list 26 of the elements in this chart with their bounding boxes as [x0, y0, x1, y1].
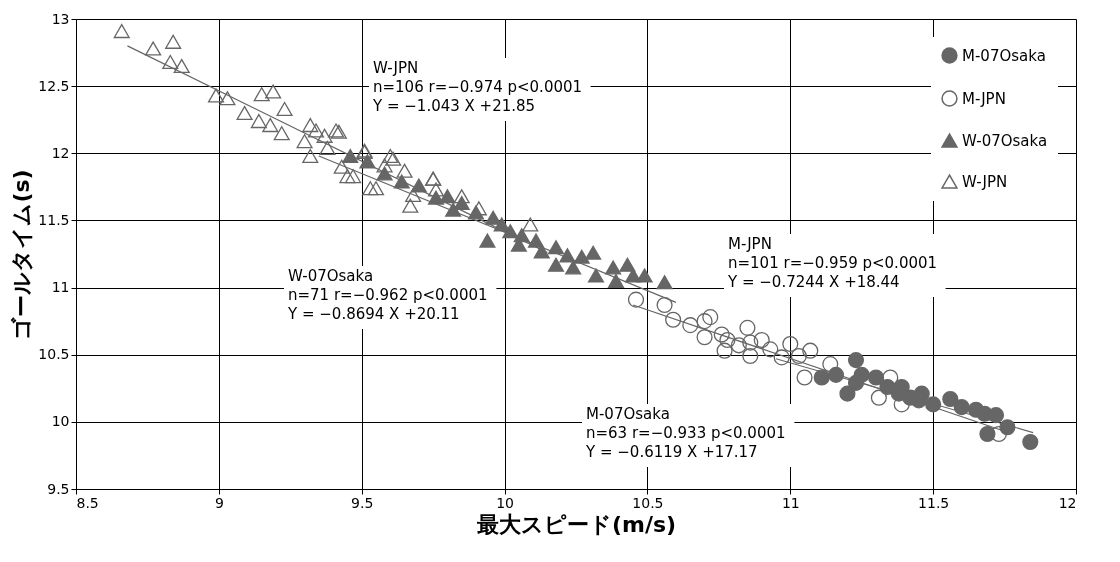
annotation: M-JPN n=101 r=−0.959 p<0.0001 Y = −0.7244 X +18.44	[727, 235, 938, 291]
legend-label: M-07Osaka	[962, 46, 1046, 65]
x-tick-label: 11	[781, 494, 800, 511]
x-tick-label: 11.5	[918, 494, 950, 511]
y-tick-label: 12	[51, 144, 70, 161]
y-tick-label: 12.5	[38, 77, 70, 94]
x-tick-label: 9	[214, 494, 224, 511]
y-tick-label: 9.5	[47, 480, 70, 497]
y-tick-label: 10.5	[38, 346, 70, 363]
y-axis-title: ゴールタイム(s)	[9, 169, 35, 340]
legend-label: M-JPN	[962, 89, 1006, 108]
x-tick-label: 9.5	[351, 494, 374, 511]
legend-label: W-07Osaka	[962, 131, 1048, 150]
y-tick-label: 11	[51, 279, 70, 296]
annotation: W-07Osaka n=71 r=−0.962 p<0.0001 Y = −0.8694 X +20.11	[287, 267, 488, 323]
x-axis-title: 最大スピード(m/s)	[475, 511, 677, 537]
x-tick-label: 10.5	[632, 494, 664, 511]
x-tick-label: 10	[496, 494, 514, 511]
y-tick-label: 11.5	[38, 211, 70, 228]
annotation: M-07Osaka n=63 r=−0.933 p<0.0001 Y = −0.6119 X +17.17	[585, 405, 786, 461]
legend-label: W-JPN	[962, 172, 1008, 191]
y-tick-label: 13	[51, 10, 70, 27]
x-tick-label: 8.5	[76, 494, 99, 511]
annotation: W-JPN n=106 r=−0.974 p<0.0001 Y = −1.043 X +21.85	[372, 59, 583, 115]
x-tick-label: 12	[1058, 494, 1077, 511]
y-tick-label: 10	[51, 413, 70, 430]
